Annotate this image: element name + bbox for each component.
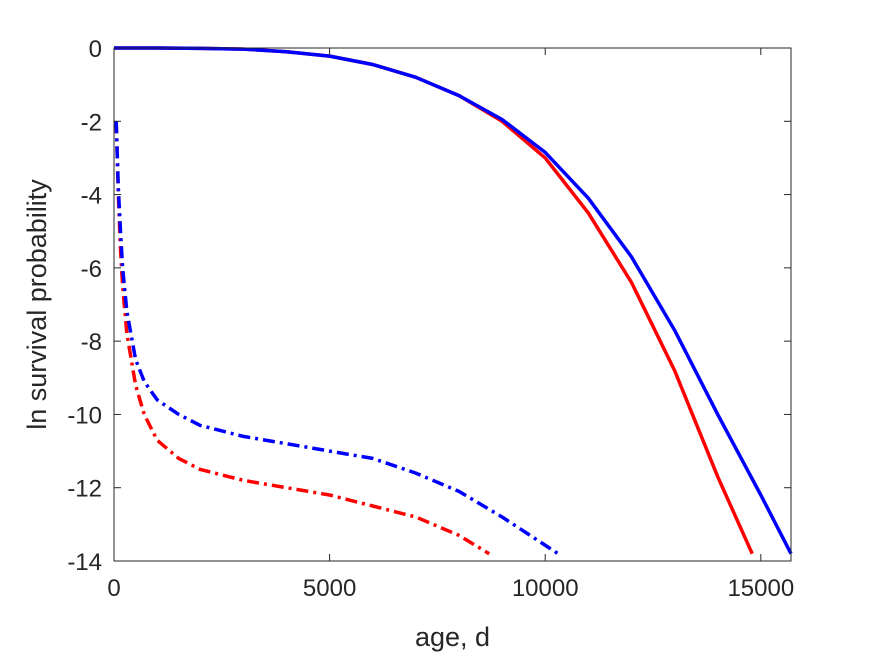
y-tick-label: -6	[81, 256, 102, 283]
x-tick-label: 10000	[512, 575, 579, 602]
series-line-4	[114, 121, 560, 556]
series-lines	[114, 46, 793, 556]
axis-ticks: 0 5000 10000 15000 0 -2 -4 -6 -8 -10 -12 -14	[67, 36, 794, 602]
y-tick-label: -10	[67, 402, 102, 429]
series-line-3	[114, 121, 491, 556]
x-tick-label: 15000	[727, 575, 794, 602]
x-axis-title: age, d	[415, 622, 490, 652]
y-tick-label: -4	[81, 183, 102, 210]
series-line-2	[114, 46, 793, 555]
y-axis-title: ln survival probability	[22, 179, 52, 430]
x-tick-label: 0	[107, 575, 120, 602]
x-tick-label: 5000	[303, 575, 356, 602]
y-tick-label: -2	[81, 109, 102, 136]
y-tick-label: -12	[67, 476, 102, 503]
y-tick-label: -8	[81, 329, 102, 356]
plot-frame	[113, 47, 792, 562]
y-tick-label: -14	[67, 549, 102, 576]
y-tick-label: 0	[89, 36, 102, 63]
